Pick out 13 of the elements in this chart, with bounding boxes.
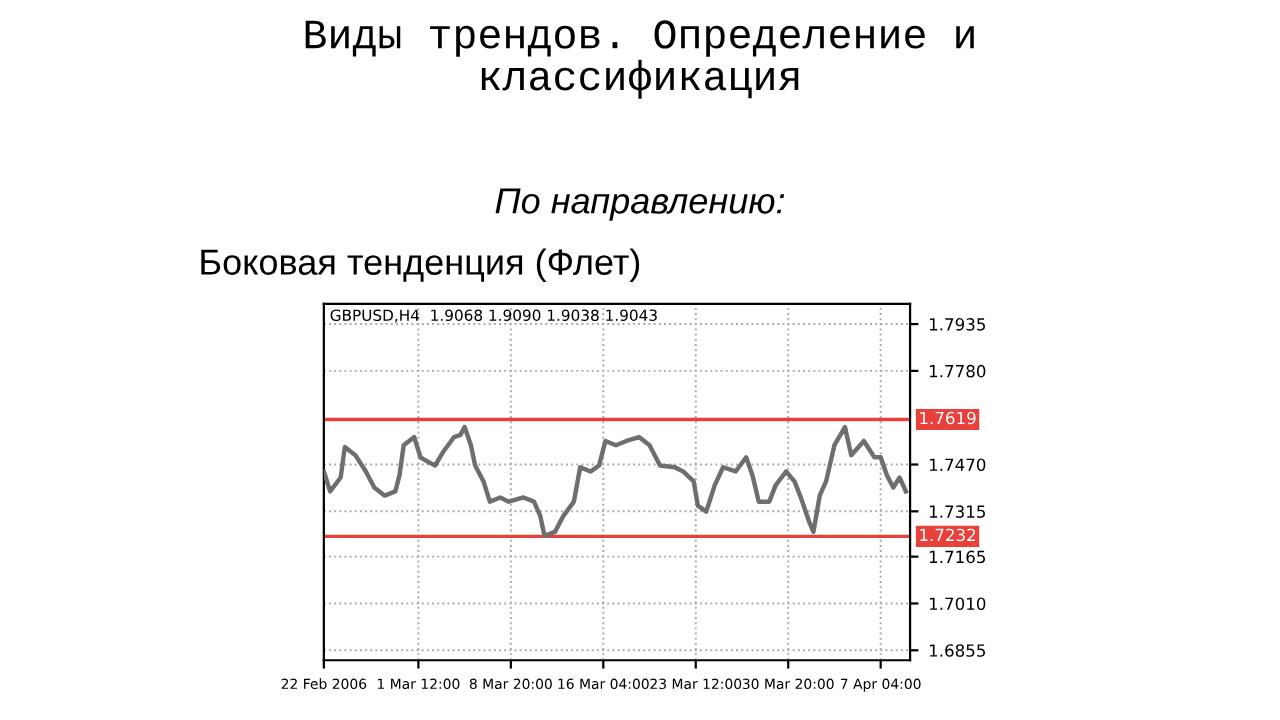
y-tick-label: 1.7780 xyxy=(929,364,986,378)
y-tick-label: 1.7010 xyxy=(929,597,986,611)
y-tick-label: 1.6855 xyxy=(929,644,985,657)
y-tick-label: 1.7470 xyxy=(929,458,986,472)
line-series xyxy=(323,424,909,539)
y-tick-label: 1.7935 xyxy=(929,318,985,331)
y-tick-label: 1.7315 xyxy=(929,505,985,518)
text: Боковая тенденция (Флет) xyxy=(201,248,640,283)
chart-subtitle: По направлению: xyxy=(495,188,785,221)
y-tick-label: 1.7165 xyxy=(929,550,985,564)
ref-line-label: 1.7232 xyxy=(920,528,976,542)
ref-line-label: 1.7619 xyxy=(920,411,976,425)
chart-title: Виды трендов. Определение и классификация xyxy=(305,20,974,99)
